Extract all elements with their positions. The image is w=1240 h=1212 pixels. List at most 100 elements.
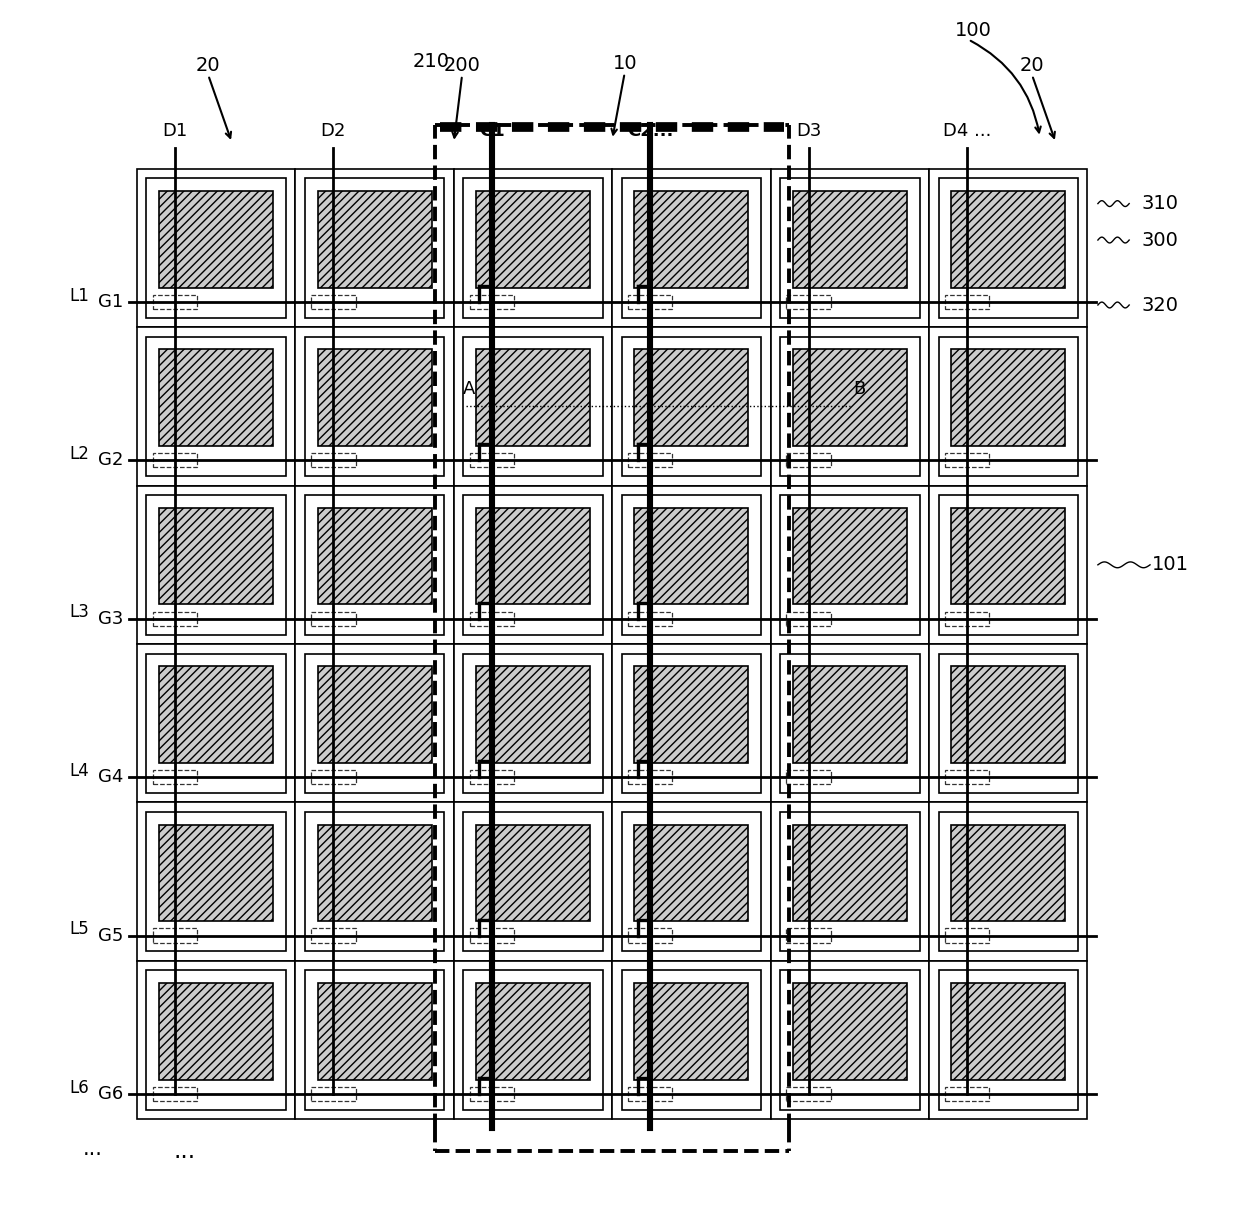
- Text: D3: D3: [796, 121, 821, 139]
- Bar: [295, 644, 454, 802]
- Bar: [470, 928, 513, 943]
- Bar: [792, 191, 906, 287]
- Bar: [317, 824, 432, 921]
- Bar: [635, 349, 749, 446]
- Bar: [613, 644, 770, 802]
- Bar: [786, 295, 831, 309]
- Bar: [929, 486, 1087, 644]
- Bar: [136, 327, 295, 486]
- Bar: [939, 178, 1078, 318]
- Bar: [770, 802, 929, 961]
- Bar: [454, 644, 613, 802]
- Bar: [939, 971, 1078, 1110]
- Bar: [136, 644, 295, 802]
- Bar: [621, 496, 761, 635]
- Bar: [153, 612, 197, 625]
- Bar: [780, 337, 920, 476]
- Bar: [454, 168, 613, 327]
- Bar: [159, 983, 273, 1080]
- Bar: [159, 667, 273, 762]
- Bar: [311, 612, 356, 625]
- Bar: [153, 770, 197, 784]
- Bar: [951, 983, 1065, 1080]
- Bar: [929, 961, 1087, 1120]
- Bar: [770, 168, 929, 327]
- Bar: [635, 508, 749, 605]
- Bar: [613, 168, 770, 327]
- Bar: [635, 191, 749, 287]
- Bar: [792, 983, 906, 1080]
- Bar: [464, 653, 603, 793]
- Bar: [153, 295, 197, 309]
- Bar: [295, 168, 454, 327]
- Bar: [476, 667, 590, 762]
- Text: D2: D2: [321, 121, 346, 139]
- Text: C1: C1: [479, 121, 505, 139]
- Bar: [627, 453, 672, 468]
- Bar: [945, 453, 990, 468]
- Text: L2: L2: [69, 445, 89, 463]
- Bar: [627, 928, 672, 943]
- Text: L4: L4: [69, 762, 89, 779]
- Bar: [929, 644, 1087, 802]
- Text: L1: L1: [69, 286, 89, 304]
- Bar: [464, 496, 603, 635]
- Bar: [780, 971, 920, 1110]
- Bar: [621, 653, 761, 793]
- Bar: [951, 191, 1065, 287]
- Bar: [786, 612, 831, 625]
- Bar: [770, 961, 929, 1120]
- Bar: [621, 812, 761, 951]
- Bar: [153, 928, 197, 943]
- Bar: [792, 508, 906, 605]
- Bar: [464, 812, 603, 951]
- Bar: [635, 824, 749, 921]
- Bar: [627, 295, 672, 309]
- Bar: [305, 971, 444, 1110]
- Bar: [305, 653, 444, 793]
- Bar: [945, 612, 990, 625]
- Bar: [627, 612, 672, 625]
- Bar: [613, 802, 770, 961]
- Bar: [136, 486, 295, 644]
- Bar: [792, 667, 906, 762]
- Bar: [464, 971, 603, 1110]
- Bar: [311, 1087, 356, 1102]
- Text: 210: 210: [413, 52, 449, 70]
- Bar: [295, 802, 454, 961]
- Bar: [613, 327, 770, 486]
- Bar: [159, 824, 273, 921]
- Bar: [635, 667, 749, 762]
- Text: 100: 100: [955, 21, 992, 40]
- Text: G1: G1: [98, 293, 123, 310]
- Text: 101: 101: [1152, 555, 1189, 574]
- Text: G4: G4: [98, 768, 123, 787]
- Text: 200: 200: [444, 56, 481, 75]
- Bar: [476, 191, 590, 287]
- Bar: [945, 1087, 990, 1102]
- Text: 320: 320: [1142, 296, 1179, 314]
- Bar: [159, 349, 273, 446]
- Bar: [792, 349, 906, 446]
- Bar: [929, 168, 1087, 327]
- Bar: [635, 983, 749, 1080]
- Bar: [951, 508, 1065, 605]
- Bar: [317, 349, 432, 446]
- Bar: [770, 644, 929, 802]
- Bar: [305, 496, 444, 635]
- Bar: [786, 453, 831, 468]
- Bar: [295, 327, 454, 486]
- Bar: [153, 453, 197, 468]
- Text: 10: 10: [613, 53, 637, 73]
- Bar: [627, 770, 672, 784]
- Bar: [146, 971, 285, 1110]
- Bar: [454, 327, 613, 486]
- Bar: [317, 191, 432, 287]
- Text: G3: G3: [98, 610, 123, 628]
- Bar: [945, 928, 990, 943]
- Bar: [939, 812, 1078, 951]
- Bar: [951, 824, 1065, 921]
- Text: B: B: [853, 381, 866, 398]
- Text: 310: 310: [1142, 194, 1179, 213]
- Bar: [951, 349, 1065, 446]
